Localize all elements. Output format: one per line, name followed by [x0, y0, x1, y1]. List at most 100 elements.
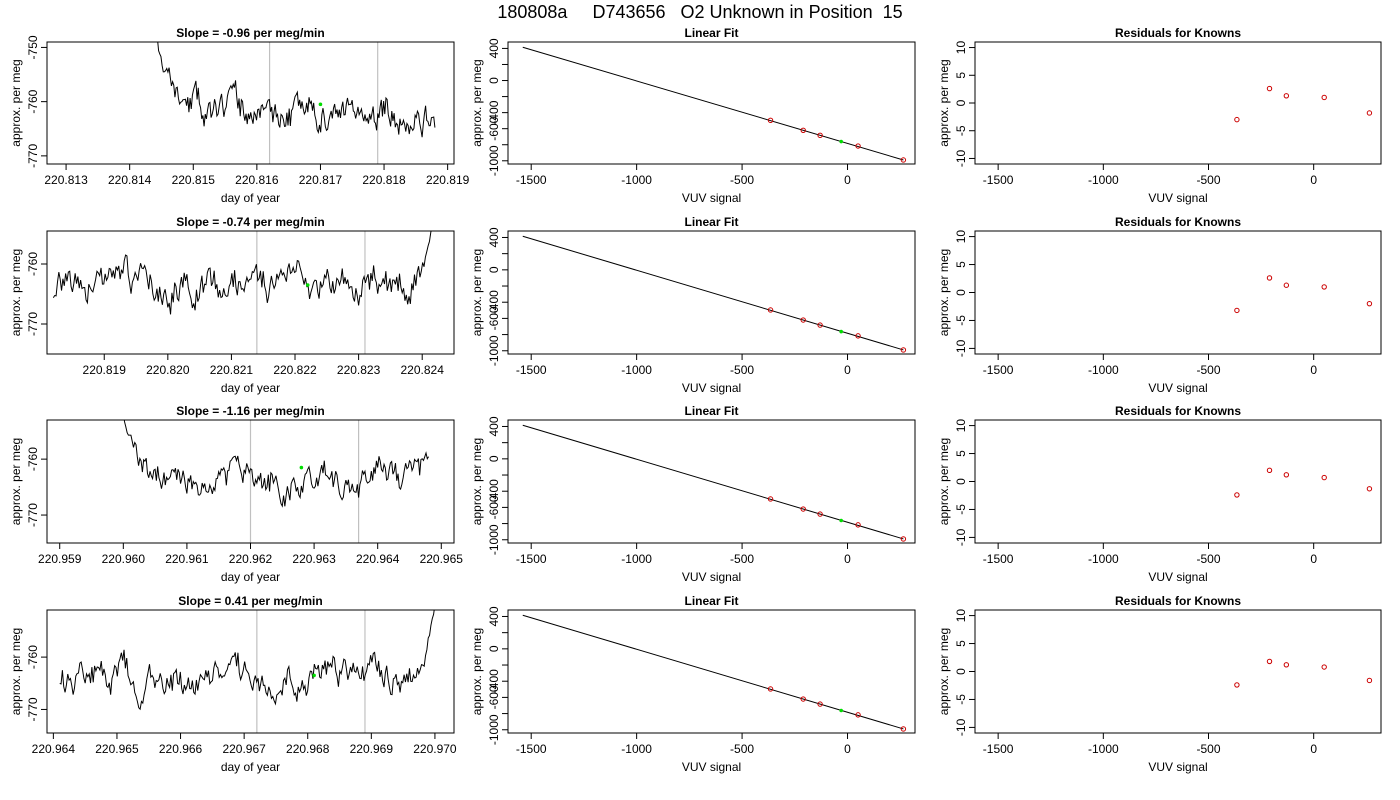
- x-tick-label: 0: [844, 173, 851, 187]
- y-tick-label: -750: [26, 35, 40, 59]
- panel-fit-row1: Linear Fit -1500 -1000 -500 0 -1000 -600-400 0 4…: [470, 26, 916, 205]
- y-tick-label: 400: [487, 38, 501, 58]
- y-axis-label: approx. per meg: [470, 249, 484, 336]
- known-point: [767, 686, 774, 692]
- x-axis-label: day of year: [221, 381, 280, 395]
- plot-frame: [507, 609, 916, 734]
- x-tick-label: 220.964: [356, 552, 400, 566]
- signal-trace: [52, 231, 432, 315]
- x-tick-label: -500: [730, 173, 754, 187]
- x-tick-label: 220.963: [292, 552, 336, 566]
- y-tick-label: 10: [954, 609, 968, 623]
- residual-point: [1366, 110, 1373, 116]
- unknown-point: [839, 518, 843, 523]
- x-tick-label: 220.816: [235, 173, 279, 187]
- panel-title: Linear Fit: [684, 215, 738, 229]
- known-point: [855, 712, 861, 718]
- known-point: [767, 496, 774, 502]
- panel-title: Residuals for Knowns: [1115, 594, 1241, 608]
- known-point: [817, 511, 823, 517]
- y-tick-label: -770: [26, 312, 40, 336]
- y-tick-label: 0: [954, 99, 968, 106]
- plot-area: [522, 46, 907, 163]
- plot-area: [522, 235, 907, 353]
- x-tick-label: -1000: [1088, 363, 1119, 377]
- panel-title: Slope = 0.41 per meg/min: [178, 594, 322, 608]
- residual-point: [1266, 275, 1273, 281]
- y-tick-label: 0: [954, 289, 968, 296]
- x-tick-label: -500: [1196, 363, 1220, 377]
- x-axis-label: VUV signal: [1148, 760, 1207, 774]
- plot-frame: [46, 419, 455, 544]
- residual-point: [1283, 93, 1290, 99]
- x-tick-label: 220.968: [286, 742, 330, 756]
- plot-frame: [46, 41, 455, 165]
- y-tick-label: 10: [954, 230, 968, 244]
- y-tick-label: -5: [954, 125, 968, 136]
- known-point: [900, 157, 907, 163]
- panel-resid-row1: Residuals for Knowns -1500 -1000 -500 0 -10 -5…: [937, 26, 1382, 205]
- y-tick-label: 5: [954, 72, 968, 79]
- x-tick-label: 220.967: [222, 742, 266, 756]
- y-axis-label: approx. per meg: [470, 628, 484, 715]
- panel-title: Residuals for Knowns: [1115, 404, 1241, 418]
- x-tick-label: -1500: [516, 742, 547, 756]
- y-tick-label: -770: [26, 503, 40, 527]
- x-tick-label: -1000: [1088, 173, 1119, 187]
- plot-frame: [974, 41, 1382, 165]
- known-point: [855, 522, 861, 528]
- known-point: [900, 726, 907, 732]
- fit-line: [522, 46, 904, 161]
- y-tick-label: 400: [487, 227, 501, 247]
- panel-resid-row3: Residuals for Knowns -1500 -1000 -500 0 -10 -5…: [937, 404, 1382, 584]
- residual-point: [1266, 467, 1273, 474]
- y-tick-label: 5: [954, 640, 968, 647]
- y-tick-label: 0: [487, 645, 501, 652]
- y-tick-label: 0: [954, 478, 968, 485]
- known-point: [767, 307, 774, 313]
- unknown-point: [839, 708, 843, 713]
- plot-area: [1234, 275, 1373, 314]
- x-tick-label: -1500: [983, 552, 1014, 566]
- x-tick-label: 220.964: [32, 742, 76, 756]
- x-tick-label: 220.965: [95, 742, 139, 756]
- x-tick-label: 0: [1310, 173, 1317, 187]
- unknown-point: [318, 102, 323, 107]
- plot-area: [157, 42, 436, 164]
- y-tick-label: -10: [954, 718, 968, 736]
- known-point: [855, 143, 861, 149]
- x-axis-label: day of year: [221, 570, 280, 584]
- y-axis-label: approx. per meg: [9, 59, 23, 146]
- panel-trace-row4: Slope = 0.41 per meg/min 220.964 220.965 22…: [9, 594, 457, 774]
- x-tick-label: 220.819: [83, 363, 127, 377]
- x-tick-label: 220.815: [172, 173, 216, 187]
- x-tick-label: 220.970: [413, 742, 457, 756]
- residual-point: [1283, 282, 1290, 288]
- known-point: [800, 127, 806, 133]
- panel-title: Linear Fit: [684, 26, 738, 40]
- panel-fit-row2: Linear Fit -1500 -1000 -500 0 -1000 -600-400 0 4…: [470, 215, 916, 395]
- x-axis-label: VUV signal: [682, 760, 741, 774]
- x-tick-label: -500: [1196, 552, 1220, 566]
- x-tick-label: 0: [844, 742, 851, 756]
- plot-area: [1234, 85, 1373, 123]
- plot-area: [1234, 467, 1373, 498]
- known-point: [817, 132, 823, 139]
- known-point: [855, 333, 861, 339]
- residual-point: [1283, 662, 1290, 668]
- x-tick-label: 220.961: [165, 552, 209, 566]
- panel-trace-row3: Slope = -1.16 per meg/min 220.959 220.960 2…: [9, 404, 463, 584]
- x-tick-label: 220.969: [350, 742, 394, 756]
- x-tick-label: 220.814: [108, 173, 152, 187]
- x-tick-label: 0: [844, 363, 851, 377]
- y-tick-label: 400: [487, 416, 501, 436]
- signal-trace: [59, 610, 435, 711]
- x-tick-label: 220.965: [420, 552, 464, 566]
- y-tick-label: -10: [954, 339, 968, 357]
- x-tick-label: -1000: [1088, 552, 1119, 566]
- panel-title: Residuals for Knowns: [1115, 215, 1241, 229]
- x-axis-label: VUV signal: [682, 570, 741, 584]
- plot-frame: [974, 609, 1382, 734]
- residual-point: [1366, 300, 1373, 307]
